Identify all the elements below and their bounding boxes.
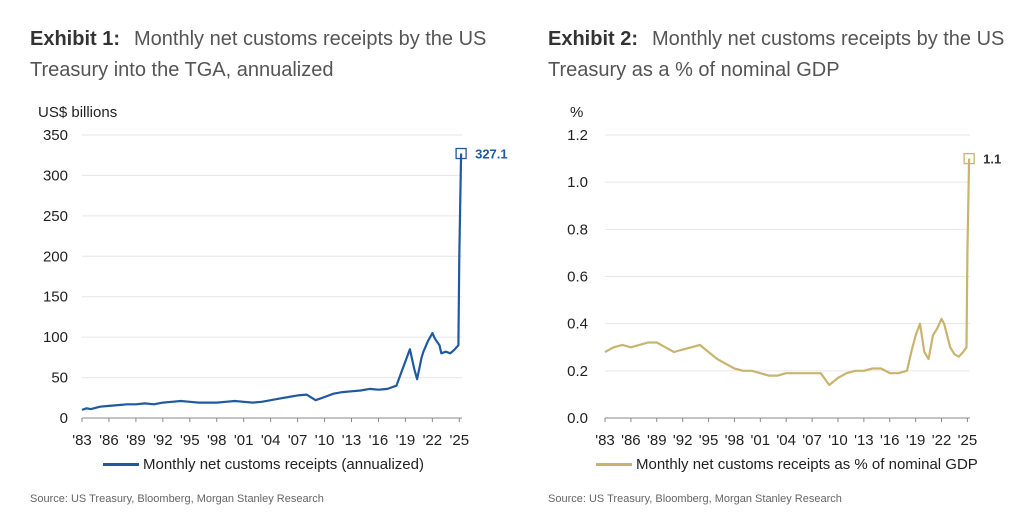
x-tick-label: '01 [234,432,254,449]
y-tick-label: 0.8 [567,221,588,238]
series-line [81,153,463,411]
x-tick-label: '89 [126,432,146,449]
x-tick-label: '13 [854,432,874,449]
y-tick-label: 0.2 [567,363,588,380]
exhibit-1-title-text: Monthly net customs receipts by the US T… [30,28,487,81]
y-tick-label: 0 [60,410,68,427]
y-tick-label: 300 [43,167,68,184]
x-tick-label: '92 [153,432,173,449]
x-tick-label: '95 [699,432,719,449]
x-tick-label: '83 [595,432,615,449]
y-tick-label: 100 [43,329,68,346]
y-tick-label: 200 [43,248,68,265]
exhibit-1-legend: Monthly net customs receipts (annualized… [103,456,424,473]
x-tick-label: '13 [342,432,362,449]
x-tick-label: '01 [751,432,771,449]
exhibit-1-source: Source: US Treasury, Bloomberg, Morgan S… [30,493,324,505]
end-value-marker [963,152,975,165]
y-tick-label: 0.4 [567,316,588,333]
exhibit-1-panel: Exhibit 1: Monthly net customs receipts b… [0,0,508,523]
x-tick-label: '83 [72,432,92,449]
y-tick-label: 350 [43,127,68,144]
x-tick-label: '25 [958,432,978,449]
exhibit-1-legend-swatch [103,463,139,466]
x-tick-label: '86 [621,432,641,449]
exhibit-2-y-unit: % [570,104,584,121]
x-tick-label: '22 [423,432,443,449]
y-tick-label: 150 [43,289,68,306]
exhibit-1-label: Exhibit 1: [30,28,121,50]
exhibit-1-chart: 0 50 100 150 200 250 300 350 '83 '86 '89 '92 '95 '98 '… [43,127,508,449]
exhibit-2-title: Exhibit 2: Monthly net customs receipts b… [548,24,1018,86]
end-value-marker [455,147,467,160]
exhibit-2-title-text: Monthly net customs receipts by the US T… [548,28,1005,81]
series-line [604,158,971,387]
y-tick-label: 0.6 [567,269,588,286]
x-tick-label: '95 [180,432,200,449]
y-tick-label: 0.0 [567,410,588,427]
x-tick-label: '92 [673,432,693,449]
x-tick-label: '04 [776,432,796,449]
exhibit-2-label: Exhibit 2: [548,28,639,50]
x-tick-label: '07 [802,432,822,449]
end-value-label: 327.1 [475,147,508,162]
x-tick-label: '86 [99,432,119,449]
y-tick-label: 1.0 [567,174,588,191]
exhibit-1-legend-label: Monthly net customs receipts (annualized… [143,456,424,473]
y-tick-label: 50 [51,370,68,387]
x-tick-label: '19 [906,432,926,449]
y-tick-label: 1.2 [567,127,588,144]
x-tick-label: '04 [261,432,281,449]
x-tick-label: '16 [880,432,900,449]
exhibit-2-panel: Exhibit 2: Monthly net customs receipts b… [515,0,1015,523]
exhibit-2-source: Source: US Treasury, Bloomberg, Morgan S… [548,493,842,505]
x-tick-label: '19 [396,432,416,449]
x-tick-label: '22 [932,432,952,449]
exhibit-2-legend: Monthly net customs receipts as % of nom… [596,456,978,473]
exhibit-1-y-unit: US$ billions [38,104,118,121]
exhibit-2-legend-swatch [596,463,632,466]
exhibit-1-title: Exhibit 1: Monthly net customs receipts b… [30,24,500,86]
exhibit-2-chart: 0.0 0.2 0.4 0.6 0.8 1.0 1.2 '83 '86 '89 '92 '95 '98 '… [567,127,1001,449]
exhibit-2-legend-label: Monthly net customs receipts as % of nom… [636,456,978,473]
x-tick-label: '89 [647,432,667,449]
x-tick-label: '16 [369,432,389,449]
y-tick-label: 250 [43,208,68,225]
x-tick-label: '10 [315,432,335,449]
end-value-label: 1.1 [983,152,1001,167]
x-tick-label: '98 [207,432,227,449]
x-tick-label: '10 [828,432,848,449]
x-tick-label: '98 [725,432,745,449]
x-tick-label: '07 [288,432,308,449]
x-tick-label: '25 [450,432,470,449]
